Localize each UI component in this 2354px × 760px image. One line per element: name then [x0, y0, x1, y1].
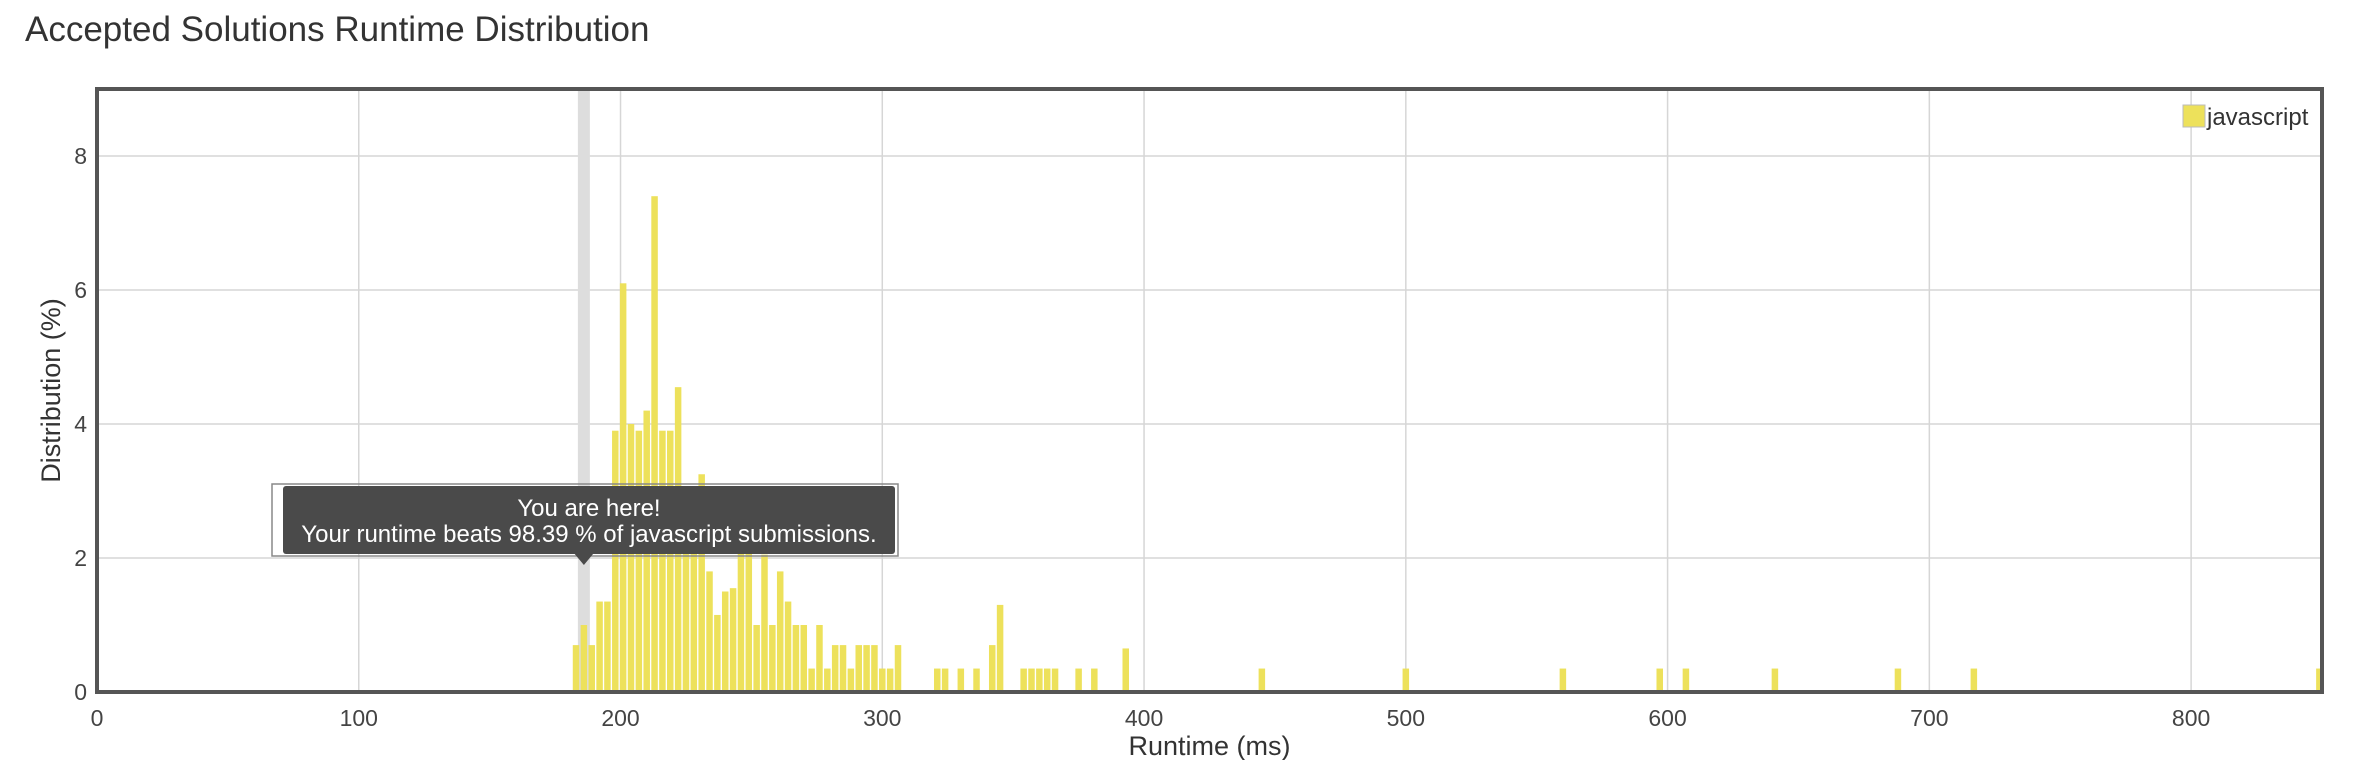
bar[interactable]	[776, 571, 784, 692]
bar[interactable]	[588, 645, 595, 692]
bar[interactable]	[1028, 668, 1035, 692]
bar[interactable]	[627, 424, 635, 692]
bar[interactable]	[714, 614, 721, 692]
bar[interactable]	[1258, 668, 1266, 692]
tooltip-box	[283, 486, 895, 554]
bar[interactable]	[871, 645, 878, 692]
bar[interactable]	[839, 645, 847, 692]
bar[interactable]	[1075, 668, 1082, 692]
bar[interactable]	[1682, 668, 1690, 692]
y-tick-label: 6	[74, 277, 87, 303]
x-tick-label: 800	[2172, 705, 2210, 731]
bar[interactable]	[831, 645, 839, 692]
bar[interactable]	[1043, 668, 1051, 692]
chart-title: Accepted Solutions Runtime Distribution	[25, 10, 650, 49]
runtime-tooltip: You are here! Your runtime beats 98.39 %…	[271, 483, 899, 565]
bar[interactable]	[1051, 668, 1059, 692]
bar[interactable]	[721, 591, 729, 693]
bar[interactable]	[792, 625, 800, 692]
bar[interactable]	[706, 571, 713, 692]
x-axis-label: Runtime (ms)	[1128, 731, 1290, 760]
y-tick-label: 4	[74, 411, 87, 437]
tooltip-line-2: Your runtime beats 98.39 % of javascript…	[301, 521, 876, 548]
bar[interactable]	[1091, 668, 1098, 692]
bar[interactable]	[1970, 668, 1978, 692]
tooltip-line-1: You are here!	[517, 495, 660, 522]
bar[interactable]	[682, 491, 690, 692]
bar[interactable]	[886, 668, 894, 692]
bar[interactable]	[1656, 668, 1663, 692]
bar[interactable]	[988, 645, 996, 692]
bar[interactable]	[635, 430, 643, 692]
bar[interactable]	[761, 554, 768, 692]
y-tick-labels: 0 2 4 6 8	[74, 143, 87, 705]
bar[interactable]	[729, 588, 737, 692]
bar[interactable]	[824, 668, 831, 692]
grid-lines	[96, 89, 2322, 693]
x-tick-label: 200	[601, 705, 639, 731]
bar[interactable]	[769, 625, 776, 692]
bar[interactable]	[1894, 668, 1902, 692]
bar[interactable]	[941, 668, 949, 692]
bar[interactable]	[847, 668, 855, 692]
x-tick-label: 0	[91, 705, 104, 731]
bar[interactable]	[1020, 668, 1027, 692]
bar[interactable]	[1771, 668, 1779, 692]
bar[interactable]	[863, 645, 870, 692]
bars	[572, 196, 2323, 693]
bar[interactable]	[934, 668, 941, 692]
bar[interactable]	[659, 430, 666, 692]
bar[interactable]	[808, 668, 815, 692]
x-tick-label: 300	[863, 705, 901, 731]
bar[interactable]	[753, 625, 760, 692]
plot-frame	[95, 87, 2324, 694]
x-tick-labels: 0 100 200 300 400 500 600 700 800	[91, 705, 2211, 731]
bar[interactable]	[580, 625, 588, 692]
bar[interactable]	[690, 497, 698, 692]
bar[interactable]	[651, 196, 658, 692]
y-tick-label: 0	[74, 679, 87, 705]
bar[interactable]	[1402, 668, 1410, 692]
bar[interactable]	[784, 601, 792, 692]
bar[interactable]	[737, 534, 745, 692]
legend-swatch-javascript[interactable]	[2182, 104, 2206, 128]
x-tick-label: 600	[1648, 705, 1686, 731]
y-tick-label: 2	[74, 545, 87, 571]
tooltip-pointer	[573, 553, 594, 565]
bar[interactable]	[745, 527, 753, 692]
bar[interactable]	[1122, 648, 1129, 692]
bar[interactable]	[1036, 668, 1043, 692]
bar[interactable]	[1559, 668, 1567, 692]
bar[interactable]	[894, 645, 902, 692]
bar[interactable]	[816, 625, 823, 692]
y-axis-label: Distribution (%)	[36, 298, 66, 483]
bar[interactable]	[855, 645, 862, 692]
legend[interactable]: javascript	[2182, 104, 2309, 131]
bar[interactable]	[604, 601, 611, 692]
bar[interactable]	[879, 668, 886, 692]
x-tick-label: 400	[1125, 705, 1163, 731]
x-tick-label: 500	[1387, 705, 1425, 731]
bar[interactable]	[973, 668, 980, 692]
bar[interactable]	[957, 668, 965, 692]
legend-label-javascript[interactable]: javascript	[2206, 104, 2309, 131]
bar[interactable]	[2316, 668, 2323, 692]
bar[interactable]	[667, 430, 674, 692]
bar[interactable]	[996, 604, 1004, 692]
bar[interactable]	[800, 625, 808, 692]
bar[interactable]	[596, 601, 603, 692]
bar[interactable]	[572, 645, 580, 692]
x-tick-label: 100	[340, 705, 378, 731]
your-runtime-marker	[577, 89, 590, 692]
bar[interactable]	[698, 474, 705, 692]
y-tick-label: 8	[74, 143, 87, 169]
bar[interactable]	[612, 430, 619, 692]
x-tick-label: 700	[1910, 705, 1948, 731]
